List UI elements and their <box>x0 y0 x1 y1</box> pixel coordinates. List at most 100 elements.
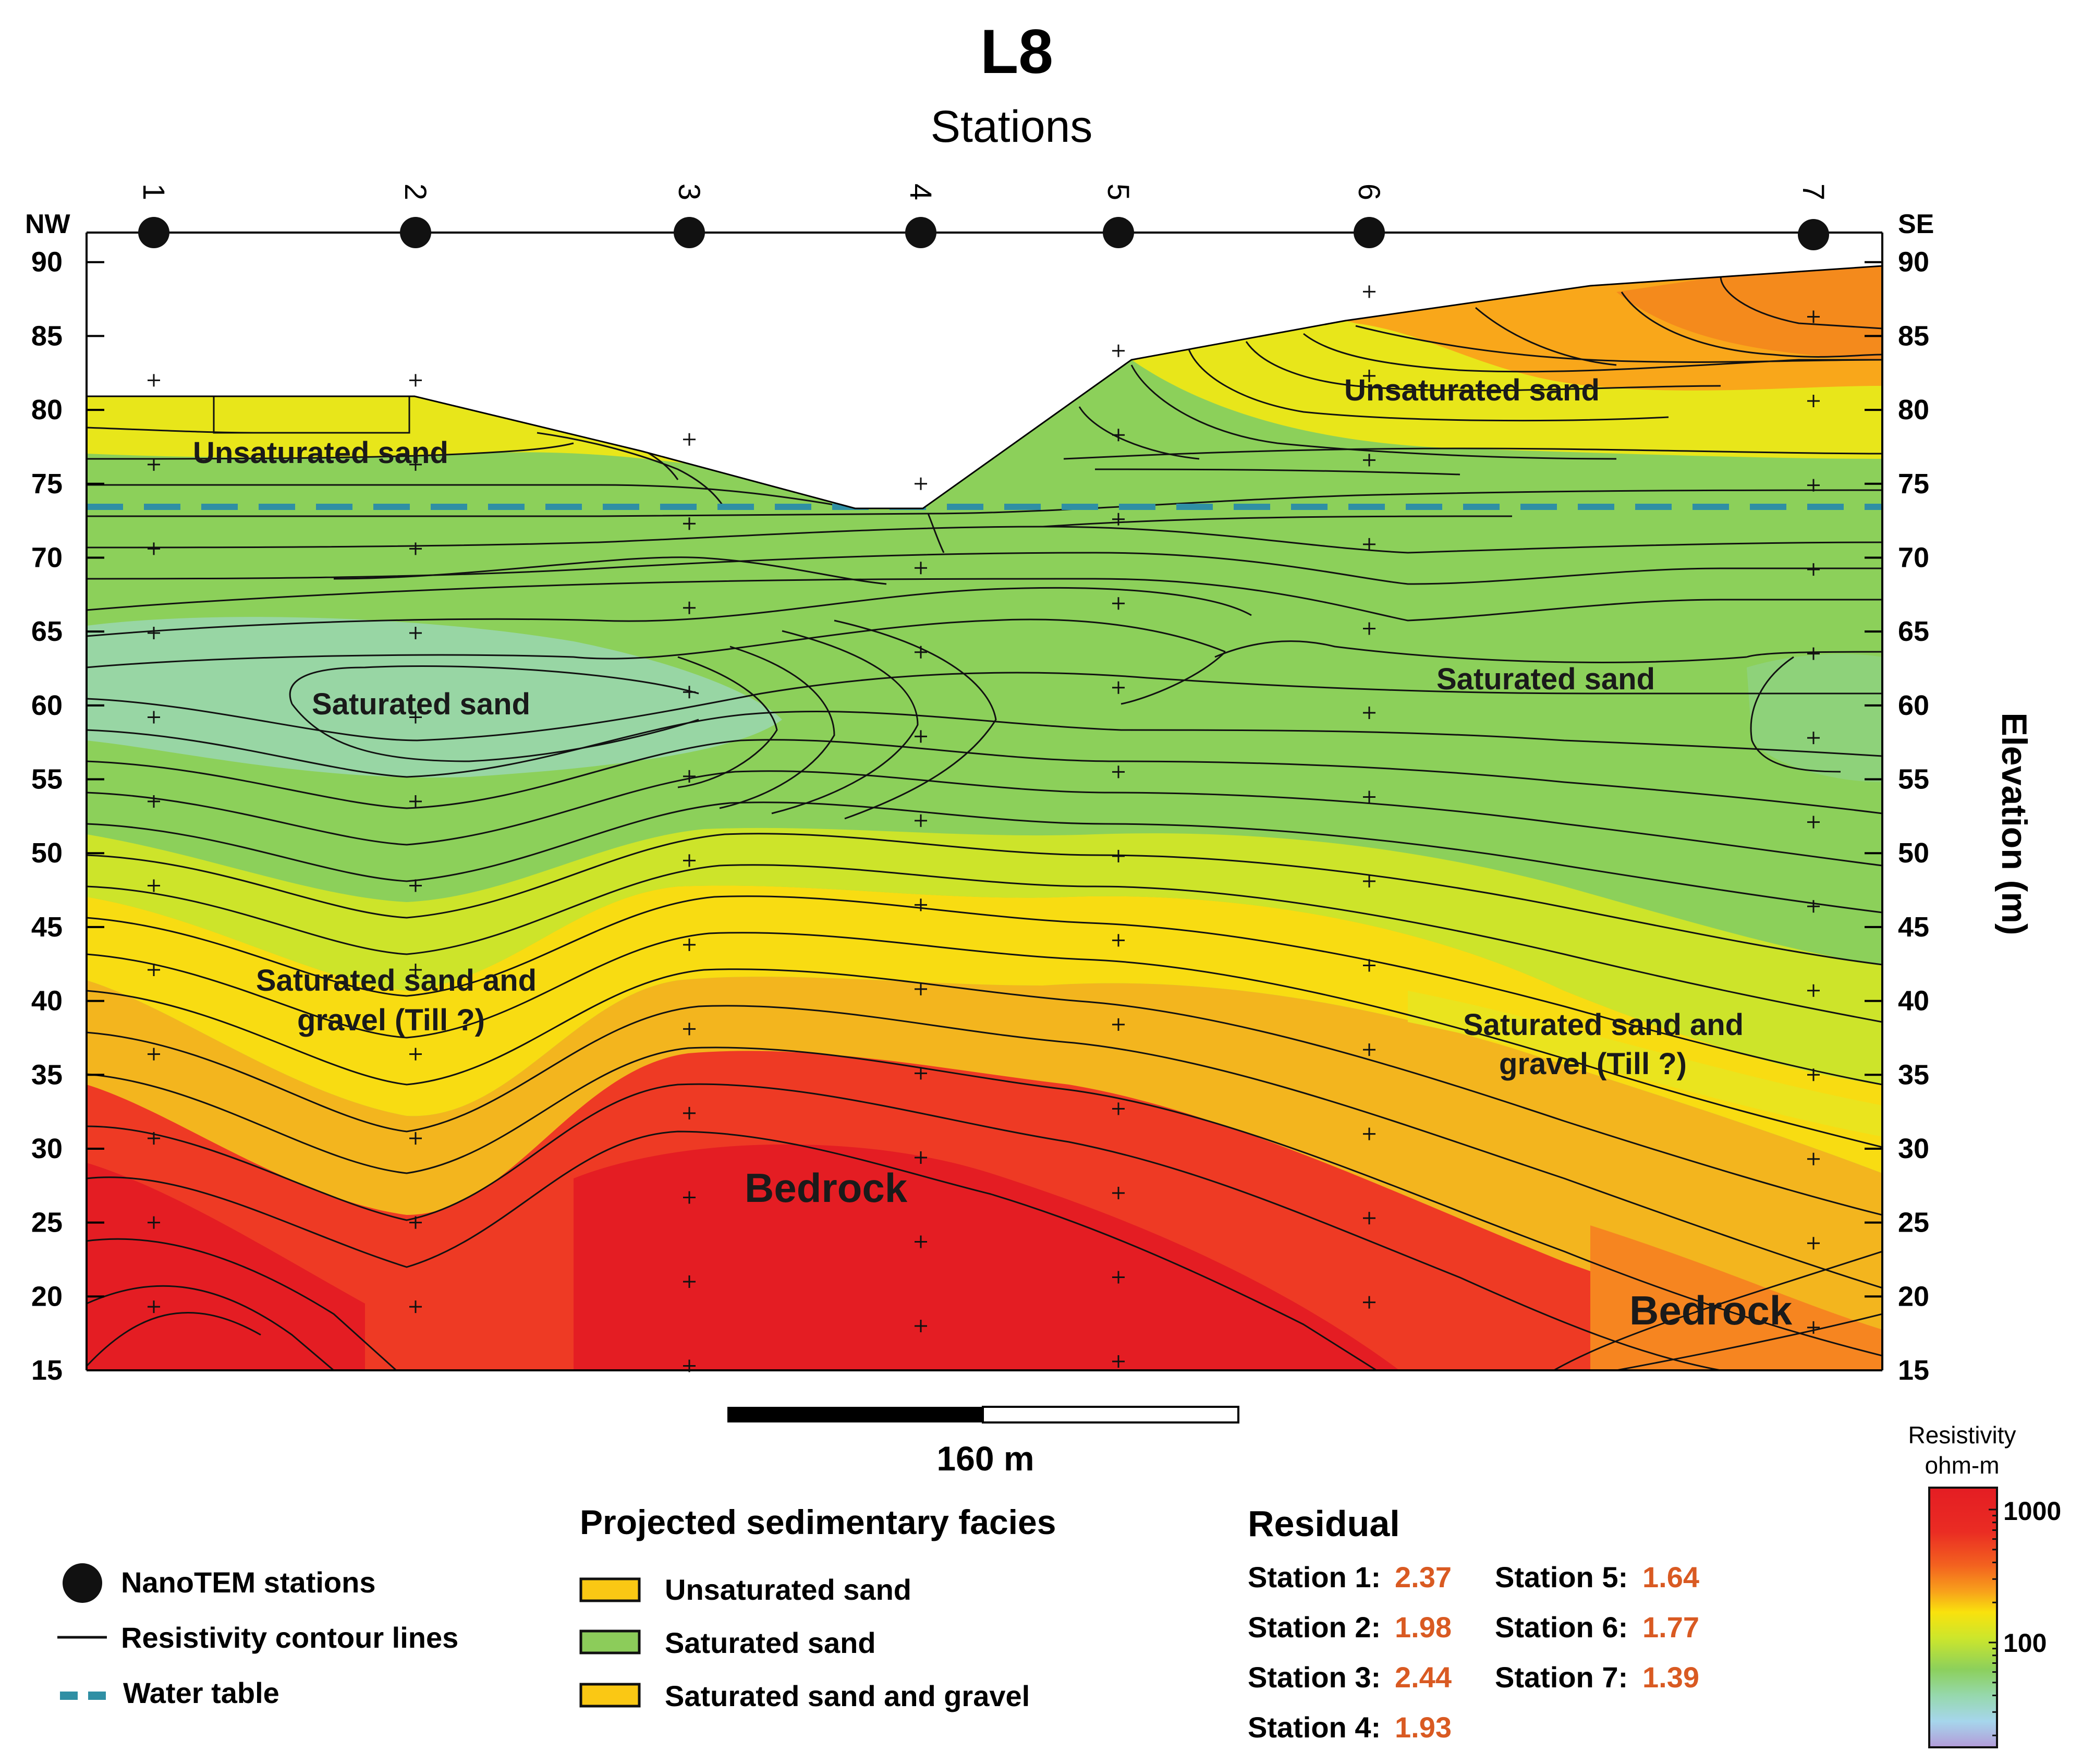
sounding-point <box>1807 479 1820 492</box>
sounding-point <box>1363 285 1375 298</box>
sounding-point <box>148 626 160 639</box>
nanotem-station-icon <box>63 1563 102 1603</box>
label-unsaturated-sand-nw: Unsaturated sand <box>193 436 448 470</box>
swatch-unsaturated-sand <box>579 1577 641 1602</box>
yellow-transition-zone <box>87 885 1882 1173</box>
symbol-legend: NanoTEM stations Resistivity contour lin… <box>57 1563 458 1709</box>
left-tick-label-35: 35 <box>31 1059 63 1090</box>
sounding-point <box>683 433 696 446</box>
left-tick-label-90: 90 <box>31 247 63 278</box>
right-tick-label-65: 65 <box>1898 616 1929 647</box>
residual-station-1-label: Station 1: <box>1248 1561 1381 1593</box>
sounding-point <box>1112 681 1125 694</box>
resistivity-colorbar: Resistivity ohm-m 1000 100 <box>1908 1421 2061 1748</box>
sounding-point <box>409 626 422 639</box>
right-tick-label-30: 30 <box>1898 1133 1929 1164</box>
residual-title: Residual <box>1248 1503 1400 1544</box>
orange-zone <box>1590 1225 1882 1370</box>
left-tick-label-45: 45 <box>31 911 63 943</box>
residual-station-1-value: 2.37 <box>1395 1561 1452 1593</box>
sounding-point <box>915 477 927 490</box>
yellow-green-zone <box>87 828 1882 1085</box>
section-frame <box>86 232 1883 1371</box>
right-tick-label-40: 40 <box>1898 986 1929 1017</box>
station-3-marker <box>674 217 705 248</box>
sounding-point <box>1807 1152 1820 1165</box>
sounding-point <box>148 879 160 892</box>
sounding-point <box>915 1235 927 1248</box>
label-till-se-line1: Saturated sand and <box>1463 1008 1744 1042</box>
sounding-point <box>1112 1186 1125 1199</box>
sounding-point <box>1112 344 1125 357</box>
right-tick-label-35: 35 <box>1898 1059 1929 1090</box>
sounding-point <box>1363 1127 1375 1140</box>
y-axis-title: Elevation (m) <box>1994 713 2034 935</box>
right-tick-label-50: 50 <box>1898 837 1929 869</box>
sounding-point <box>683 686 696 699</box>
sounding-point <box>409 1048 422 1061</box>
ground-surface-line <box>87 265 1883 509</box>
sounding-point <box>1807 732 1820 745</box>
sounding-point <box>1363 538 1375 551</box>
sounding-point <box>683 938 696 951</box>
facies-item-saturated-sand: Saturated sand <box>665 1626 876 1659</box>
sounding-point <box>915 646 927 659</box>
colorbar-title: Resistivity <box>1908 1421 2016 1449</box>
right-tick-label-45: 45 <box>1898 911 1929 943</box>
right-tick-label-20: 20 <box>1898 1281 1929 1312</box>
scale-bar: 160 m <box>727 1406 1239 1478</box>
label-bedrock-se: Bedrock <box>1629 1287 1793 1333</box>
sounding-point <box>683 1359 696 1372</box>
sounding-point <box>683 517 696 530</box>
residual-station-7-value: 1.39 <box>1642 1661 1699 1694</box>
colorbar-tick-100: 100 <box>2003 1628 2047 1658</box>
left-tick-label-50: 50 <box>31 837 63 869</box>
right-tick-label-60: 60 <box>1898 690 1929 721</box>
facies-labels: Unsaturated sand Unsaturated sand Satura… <box>193 373 1793 1333</box>
sounding-point <box>1112 849 1125 862</box>
y-axis-right: 15 20 25 30 35 40 45 50 55 60 65 70 75 80 85 90 <box>1865 247 1929 1386</box>
left-tick-label-25: 25 <box>31 1207 63 1238</box>
sounding-point <box>1807 816 1820 829</box>
sounding-point <box>409 458 422 471</box>
sounding-point <box>1112 765 1125 778</box>
sounding-point <box>409 1216 422 1229</box>
sounding-point <box>1807 226 1820 239</box>
sounding-point <box>683 1106 696 1120</box>
sounding-point <box>683 601 696 614</box>
label-till-se-line2: gravel (Till ?) <box>1499 1047 1687 1081</box>
sounding-point <box>409 1300 422 1313</box>
residual-station-5-value: 1.64 <box>1642 1561 1699 1593</box>
residual-station-5-label: Station 5: <box>1495 1561 1628 1593</box>
station-2-marker <box>400 217 431 248</box>
right-tick-label-25: 25 <box>1898 1207 1929 1238</box>
station-6-marker <box>1354 217 1385 248</box>
station-3-label: 3 <box>672 184 706 200</box>
sounding-point <box>683 770 696 783</box>
sounding-point <box>409 711 422 724</box>
colorbar-minor-ticks <box>1989 1508 1997 1736</box>
y-axis-left: 15 20 25 30 35 40 45 50 55 60 65 70 75 80 85 90 <box>31 247 104 1386</box>
right-tick-label-85: 85 <box>1898 320 1929 351</box>
figure-title: L8 <box>980 17 1053 87</box>
residual-station-2-value: 1.98 <box>1395 1611 1452 1644</box>
sounding-point <box>1363 622 1375 635</box>
sounding-point <box>148 1048 160 1061</box>
station-1-marker <box>138 217 169 248</box>
sounding-point <box>148 1216 160 1229</box>
sounding-point <box>915 814 927 827</box>
sounding-point <box>148 542 160 555</box>
sounding-point <box>1363 1212 1375 1225</box>
station-1-label: 1 <box>137 184 171 200</box>
label-saturated-sand-nw: Saturated sand <box>312 687 530 721</box>
direction-nw-label: NW <box>25 209 71 239</box>
sounding-point <box>1363 959 1375 972</box>
label-unsaturated-sand-se: Unsaturated sand <box>1344 373 1600 407</box>
legend-contours-label: Resistivity contour lines <box>121 1621 458 1654</box>
station-4-label: 4 <box>904 184 937 200</box>
label-till-nw-line1: Saturated sand and <box>256 964 537 997</box>
sounding-point <box>148 374 160 387</box>
residual-table: Residual Station 1: 2.37 Station 2: 1.98… <box>1248 1503 1699 1744</box>
right-tick-label-90: 90 <box>1898 247 1929 278</box>
